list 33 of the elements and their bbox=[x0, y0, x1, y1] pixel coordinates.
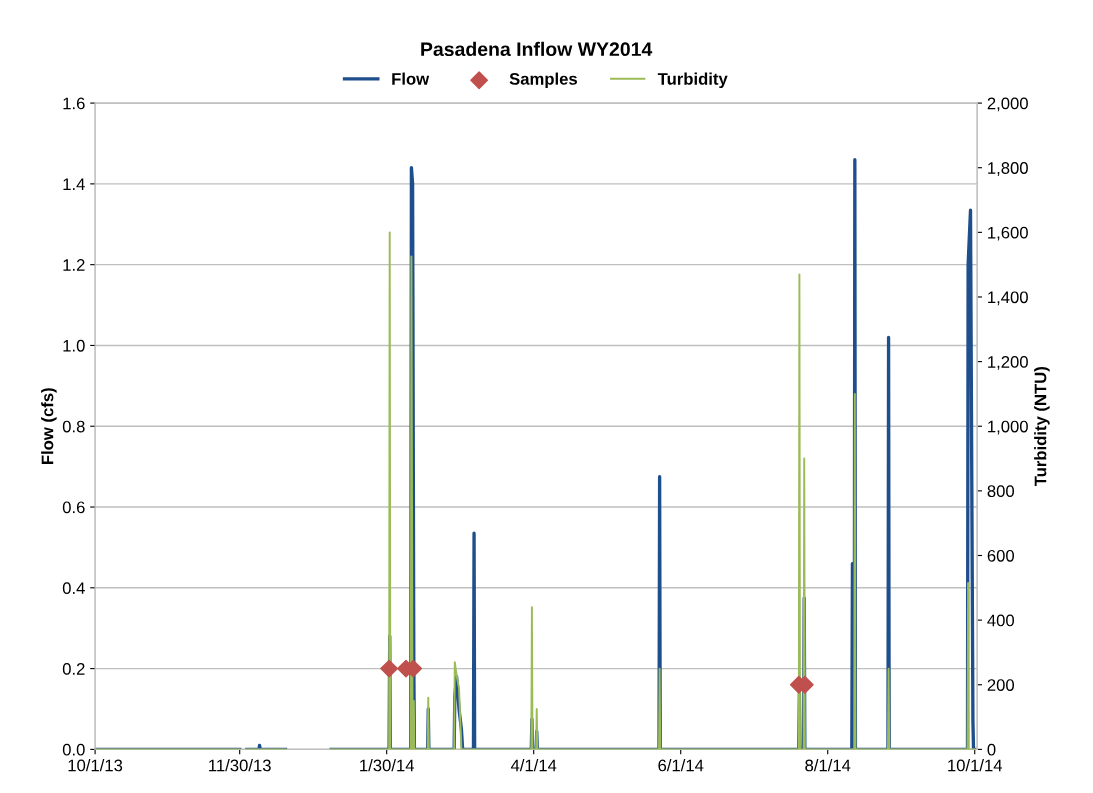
y2-tick-label: 800 bbox=[987, 485, 1015, 498]
y-tick-label: 0.0 bbox=[62, 743, 85, 756]
y2-tick-label: 600 bbox=[987, 549, 1015, 562]
y2-tick-label: 1,400 bbox=[988, 291, 1028, 306]
y2-tick-label: 1,000 bbox=[988, 420, 1028, 435]
y-tick-label: 0.2 bbox=[62, 663, 85, 675]
x-tick-label: 10/1/13 bbox=[68, 759, 123, 772]
y2-tick-label: 400 bbox=[987, 614, 1015, 627]
legend-label: Flow bbox=[392, 72, 430, 85]
y2-axis-title: Turbidity (NTU) bbox=[1034, 367, 1050, 487]
y-tick-label: 0.4 bbox=[62, 582, 85, 595]
y-tick-label: 1.0 bbox=[63, 339, 85, 352]
y-tick-label: 1.6 bbox=[63, 97, 85, 110]
x-tick-label: 11/30/13 bbox=[209, 759, 271, 772]
y2-tick-label: 1,800 bbox=[988, 162, 1028, 176]
y2-tick-label: 0 bbox=[987, 743, 996, 756]
legend-label: Samples bbox=[509, 72, 577, 89]
x-tick-label: 6/1/14 bbox=[658, 759, 704, 772]
x-tick-label: 4/1/14 bbox=[510, 759, 557, 772]
y-tick-label: 0.6 bbox=[62, 501, 85, 514]
y-axis-title: Flow (cfs) bbox=[41, 388, 57, 465]
y-tick-label: 1.2 bbox=[63, 259, 85, 271]
x-tick-label: 10/1/14 bbox=[948, 759, 1003, 772]
x-tick-label: 1/30/14 bbox=[360, 759, 415, 772]
chart-title: Pasadena Inflow WY2014 bbox=[421, 41, 653, 57]
x-tick-label: 8/1/14 bbox=[805, 759, 851, 772]
y-tick-label: 0.8 bbox=[62, 420, 85, 433]
y2-tick-label: 1,200 bbox=[988, 356, 1028, 370]
legend-label: Turbidity bbox=[657, 72, 728, 89]
y-tick-label: 1.4 bbox=[63, 178, 85, 190]
y2-tick-label: 2,000 bbox=[987, 97, 1028, 112]
y2-tick-label: 1,600 bbox=[988, 226, 1028, 241]
y2-tick-label: 200 bbox=[987, 679, 1015, 691]
